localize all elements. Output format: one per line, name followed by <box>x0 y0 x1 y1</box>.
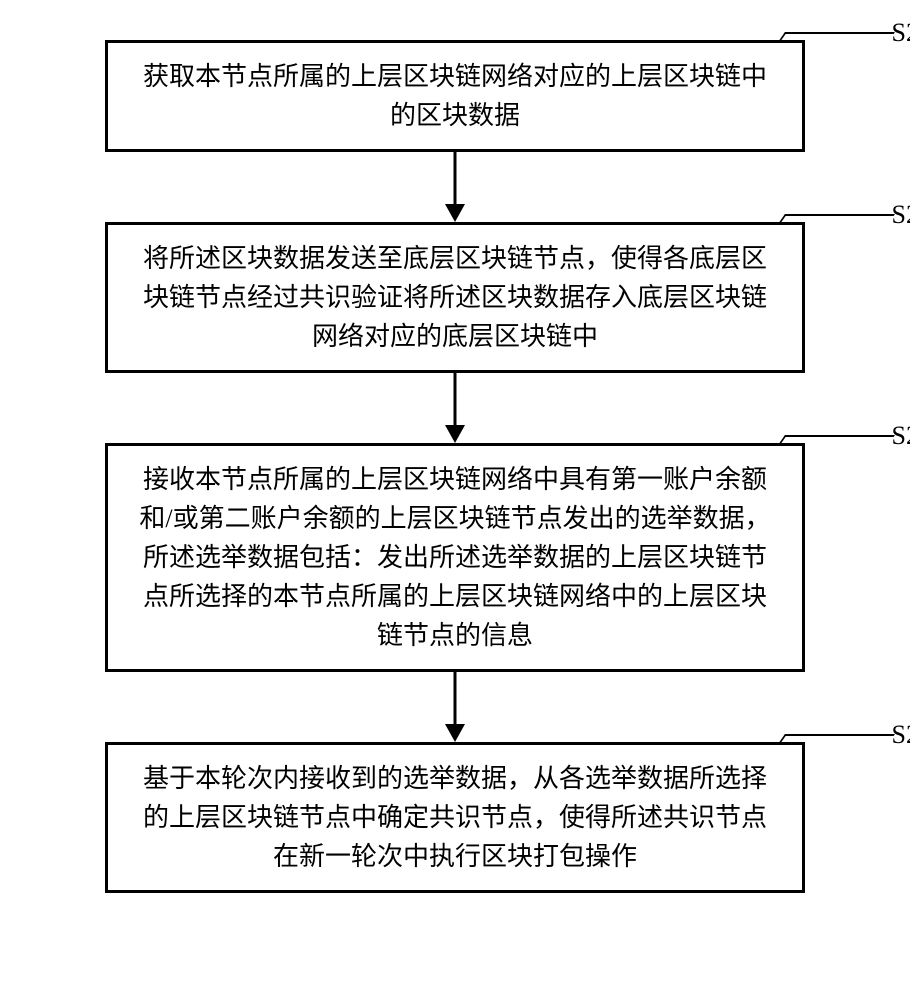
arrow-connector-2 <box>454 373 457 425</box>
step-label-s203: S203 <box>892 421 910 451</box>
node-box-s202: 将所述区块数据发送至底层区块链节点，使得各底层区块链节点经过共识验证将所述区块数… <box>105 222 805 373</box>
node-box-s203: 接收本节点所属的上层区块链网络中具有第一账户余额和/或第二账户余额的上层区块链节… <box>105 443 805 672</box>
arrow-head-2 <box>445 425 465 443</box>
arrow-connector-3 <box>454 672 457 724</box>
node-text-s202: 将所述区块数据发送至底层区块链节点，使得各底层区块链节点经过共识验证将所述区块数… <box>143 244 767 351</box>
step-label-s204: S204 <box>892 720 910 750</box>
node-wrapper-s203: S203 接收本节点所属的上层区块链网络中具有第一账户余额和/或第二账户余额的上… <box>105 443 805 672</box>
flowchart-container: S201 获取本节点所属的上层区块链网络对应的上层区块链中的区块数据 S202 … <box>105 40 805 893</box>
step-label-s202: S202 <box>892 200 910 230</box>
arrow-head-1 <box>445 204 465 222</box>
node-wrapper-s201: S201 获取本节点所属的上层区块链网络对应的上层区块链中的区块数据 <box>105 40 805 152</box>
node-wrapper-s202: S202 将所述区块数据发送至底层区块链节点，使得各底层区块链节点经过共识验证将… <box>105 222 805 373</box>
arrow-head-3 <box>445 724 465 742</box>
node-box-s201: 获取本节点所属的上层区块链网络对应的上层区块链中的区块数据 <box>105 40 805 152</box>
node-wrapper-s204: S204 基于本轮次内接收到的选举数据，从各选举数据所选择的上层区块链节点中确定… <box>105 742 805 893</box>
node-box-s204: 基于本轮次内接收到的选举数据，从各选举数据所选择的上层区块链节点中确定共识节点，… <box>105 742 805 893</box>
node-text-s203: 接收本节点所属的上层区块链网络中具有第一账户余额和/或第二账户余额的上层区块链节… <box>139 465 770 650</box>
node-text-s201: 获取本节点所属的上层区块链网络对应的上层区块链中的区块数据 <box>143 62 767 130</box>
step-label-s201: S201 <box>892 18 910 48</box>
arrow-connector-1 <box>454 152 457 204</box>
node-text-s204: 基于本轮次内接收到的选举数据，从各选举数据所选择的上层区块链节点中确定共识节点，… <box>143 764 767 871</box>
